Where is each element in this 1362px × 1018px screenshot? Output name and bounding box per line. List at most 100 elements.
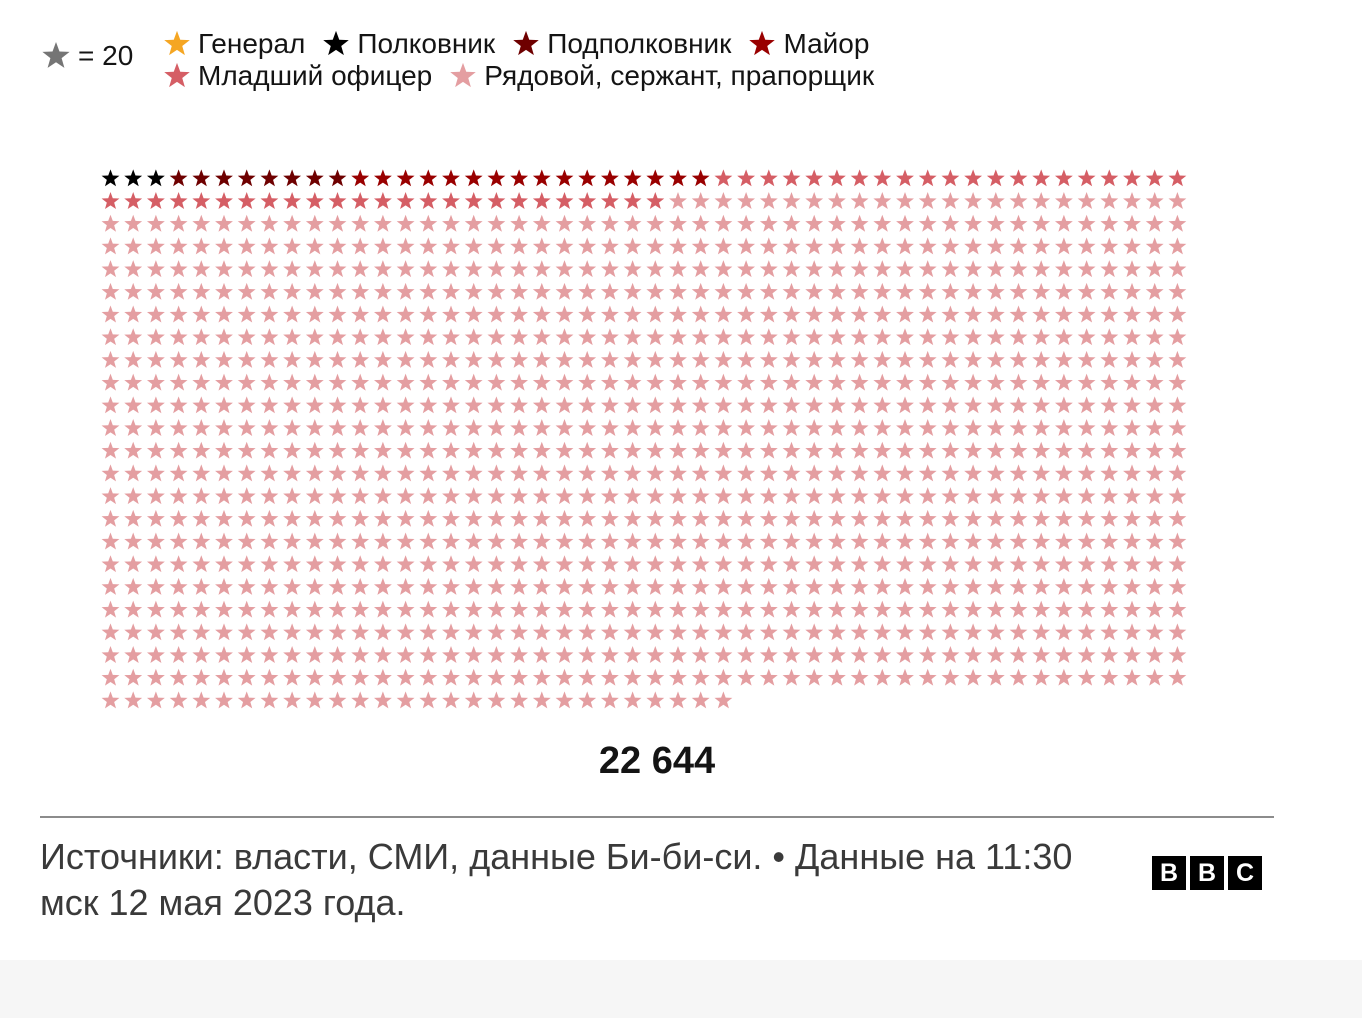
pictogram-star (714, 577, 733, 595)
pictogram-star (1032, 487, 1051, 505)
pictogram-star (510, 555, 529, 573)
pictogram-star (555, 282, 574, 300)
pictogram-star (532, 214, 551, 232)
pictogram-star (578, 646, 597, 663)
pictogram-star (215, 419, 233, 436)
pictogram-star (623, 350, 642, 368)
pictogram-star (351, 350, 370, 368)
pictogram-star (146, 464, 165, 482)
pictogram-star (578, 260, 597, 278)
pictogram-star (1100, 509, 1119, 527)
pictogram-star (873, 532, 892, 550)
pictogram-star (1168, 282, 1187, 300)
pictogram-star (964, 237, 983, 255)
pictogram-star (464, 487, 483, 505)
pictogram-star (941, 214, 960, 232)
pictogram-star (146, 668, 165, 686)
pictogram-star (578, 577, 597, 595)
pictogram-star (328, 600, 347, 618)
pictogram-star (487, 192, 506, 209)
pictogram-star (805, 532, 824, 550)
pictogram-star (600, 328, 619, 346)
pictogram-star (101, 464, 120, 482)
pictogram-star (1145, 373, 1164, 391)
pictogram-star (328, 509, 347, 527)
pictogram-star (805, 373, 824, 391)
pictogram-star (759, 646, 778, 663)
pictogram-star (896, 373, 914, 391)
pictogram-star (714, 555, 733, 573)
pictogram-star (305, 419, 324, 436)
pictogram-star (964, 532, 983, 550)
pictogram-star (101, 328, 120, 346)
pictogram-star (146, 487, 165, 505)
pictogram-star (555, 577, 574, 595)
pictogram-star (964, 350, 983, 368)
pictogram-star (305, 214, 324, 232)
pictogram-star (215, 509, 233, 527)
pictogram-star (941, 169, 960, 187)
pictogram-star (1145, 237, 1164, 255)
pictogram-star (124, 509, 143, 527)
pictogram-star (124, 419, 143, 436)
pictogram-star (419, 600, 438, 618)
pictogram-star (1168, 464, 1187, 482)
pictogram-star (964, 192, 983, 209)
pictogram-star (555, 646, 574, 663)
pictogram-star (192, 600, 211, 618)
pictogram-star (464, 260, 483, 278)
pictogram-star (941, 419, 960, 436)
pictogram-star (532, 555, 551, 573)
pictogram-star (850, 237, 869, 255)
pictogram-star (669, 237, 687, 255)
pictogram-star (1145, 328, 1164, 346)
pictogram-star (600, 464, 619, 482)
pictogram-star (396, 328, 415, 346)
pictogram-star (464, 668, 483, 686)
pictogram-star (1032, 668, 1051, 686)
pictogram-star (827, 350, 846, 368)
pictogram-star (1123, 464, 1141, 482)
pictogram-star (896, 282, 914, 300)
pictogram-star (827, 305, 846, 323)
pictogram-star (124, 555, 143, 573)
pictogram-star (396, 192, 415, 209)
pictogram-star (1123, 169, 1141, 187)
pictogram-star (328, 577, 347, 595)
pictogram-star (283, 419, 302, 436)
pictogram-star (124, 464, 143, 482)
pictogram-star (1009, 509, 1028, 527)
pictogram-star (1054, 192, 1073, 209)
legend-label: Подполковник (547, 28, 732, 59)
pictogram-star (373, 214, 392, 232)
pictogram-star (510, 509, 529, 527)
pictogram-star (850, 328, 869, 346)
pictogram-star (192, 328, 211, 346)
pictogram-star (124, 623, 143, 641)
pictogram-star (419, 350, 438, 368)
pictogram-star (896, 260, 914, 278)
pictogram-star (827, 396, 846, 414)
pictogram-star (237, 509, 256, 527)
pictogram-star (442, 487, 460, 505)
pictogram-star (805, 169, 824, 187)
pictogram-star (283, 646, 302, 663)
pictogram-star (1009, 328, 1028, 346)
pictogram-star (192, 396, 211, 414)
pictogram-star (555, 169, 574, 187)
pictogram-star (237, 577, 256, 595)
pictogram-star (351, 600, 370, 618)
pictogram-star (101, 555, 120, 573)
pictogram-star (1100, 373, 1119, 391)
pictogram-star (782, 600, 801, 618)
pictogram-star (101, 532, 120, 550)
pictogram-star (305, 260, 324, 278)
pictogram-star (737, 169, 756, 187)
pictogram-star (759, 305, 778, 323)
pictogram-star (1009, 237, 1028, 255)
pictogram-star (737, 577, 756, 595)
pictogram-star (737, 282, 756, 300)
pictogram-star (1123, 509, 1141, 527)
pictogram-star (782, 419, 801, 436)
pictogram-star (464, 419, 483, 436)
